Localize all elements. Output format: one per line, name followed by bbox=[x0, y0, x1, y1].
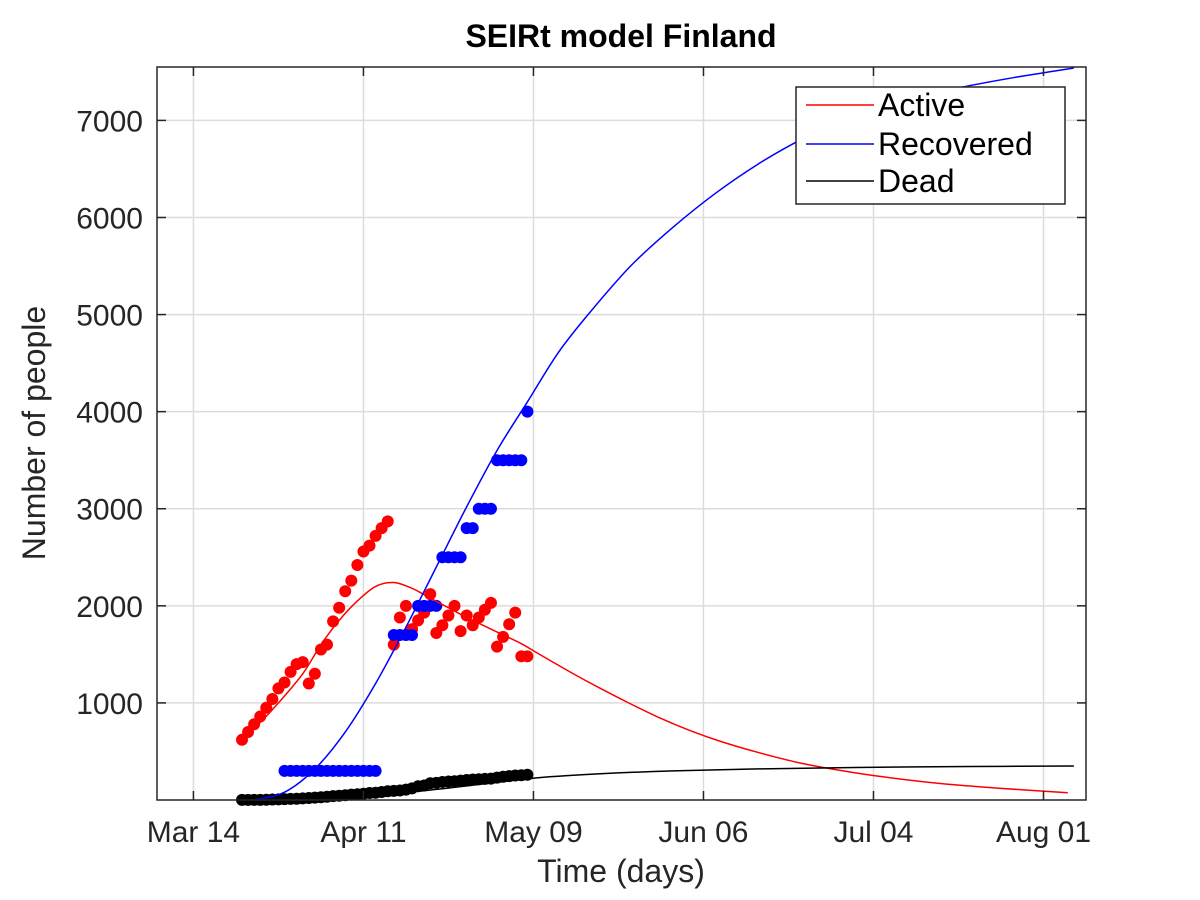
active-data-point bbox=[399, 599, 412, 612]
chart-title: SEIRt model Finland bbox=[465, 18, 776, 54]
active-data-point bbox=[521, 650, 534, 663]
y-tick-label: 3000 bbox=[76, 494, 143, 527]
active-model-line bbox=[241, 581, 1068, 794]
legend: Active Recovered Dead bbox=[795, 86, 1066, 205]
active-data-point bbox=[509, 606, 522, 619]
active-data-point bbox=[327, 615, 340, 628]
active-data-point bbox=[484, 596, 497, 609]
y-tick-label: 7000 bbox=[76, 105, 143, 138]
active-data-point bbox=[302, 677, 315, 690]
recovered-data-point bbox=[521, 405, 534, 418]
legend-label-recovered: Recovered bbox=[878, 126, 1033, 162]
active-data-point bbox=[448, 599, 461, 612]
recovered-data-point bbox=[369, 764, 382, 777]
y-tick-label: 6000 bbox=[76, 202, 143, 235]
active-data-point bbox=[266, 693, 279, 706]
x-tick-label: May 09 bbox=[484, 816, 582, 849]
active-data-point bbox=[363, 539, 376, 552]
active-data-point bbox=[345, 574, 358, 587]
y-tick-label: 5000 bbox=[76, 300, 143, 333]
active-data-point bbox=[339, 585, 352, 598]
active-data-point bbox=[381, 515, 394, 528]
series-layer bbox=[236, 67, 1074, 806]
legend-label-dead: Dead bbox=[878, 163, 955, 199]
recovered-data-point bbox=[454, 551, 467, 564]
active-data-point bbox=[321, 638, 334, 651]
active-data-point bbox=[351, 559, 364, 572]
active-data-point bbox=[296, 656, 309, 669]
plot-frame bbox=[156, 66, 1087, 801]
active-data-point bbox=[333, 601, 346, 614]
y-axis-label: Number of people bbox=[16, 306, 52, 560]
x-tick-label: Jun 06 bbox=[658, 816, 748, 849]
active-data-point bbox=[387, 638, 400, 651]
active-data-point bbox=[503, 618, 516, 631]
recovered-data-point bbox=[484, 502, 497, 515]
active-data-point bbox=[491, 640, 504, 653]
x-axis-label: Time (days) bbox=[537, 853, 705, 889]
grid-lines bbox=[157, 67, 1086, 800]
x-tick-label: Jul 04 bbox=[833, 816, 913, 849]
y-tick-label: 4000 bbox=[76, 397, 143, 430]
dead-data-point bbox=[521, 768, 534, 781]
y-tick-label: 2000 bbox=[76, 591, 143, 624]
active-data-point bbox=[442, 609, 455, 622]
active-data-point bbox=[278, 676, 291, 689]
active-data-point bbox=[454, 625, 467, 638]
active-data-point bbox=[393, 611, 406, 624]
active-data-point bbox=[436, 619, 449, 632]
y-tick-label: 1000 bbox=[76, 688, 143, 721]
recovered-data-point bbox=[466, 522, 479, 535]
recovered-data-point bbox=[406, 628, 419, 641]
active-data-point bbox=[308, 667, 321, 680]
legend-box bbox=[795, 86, 1066, 205]
x-tick-label: Apr 11 bbox=[320, 816, 406, 849]
dead-model-line bbox=[241, 765, 1074, 801]
recovered-data-point bbox=[515, 454, 528, 467]
axis-ticks: Mar 14 Apr 11 May 09 Jun 06 Jul 04 Aug 01 1000… bbox=[76, 67, 1091, 849]
legend-label-active: Active bbox=[878, 87, 965, 123]
active-data-point bbox=[260, 701, 273, 714]
x-tick-label: Aug 01 bbox=[996, 816, 1091, 849]
x-tick-label: Mar 14 bbox=[147, 816, 240, 849]
